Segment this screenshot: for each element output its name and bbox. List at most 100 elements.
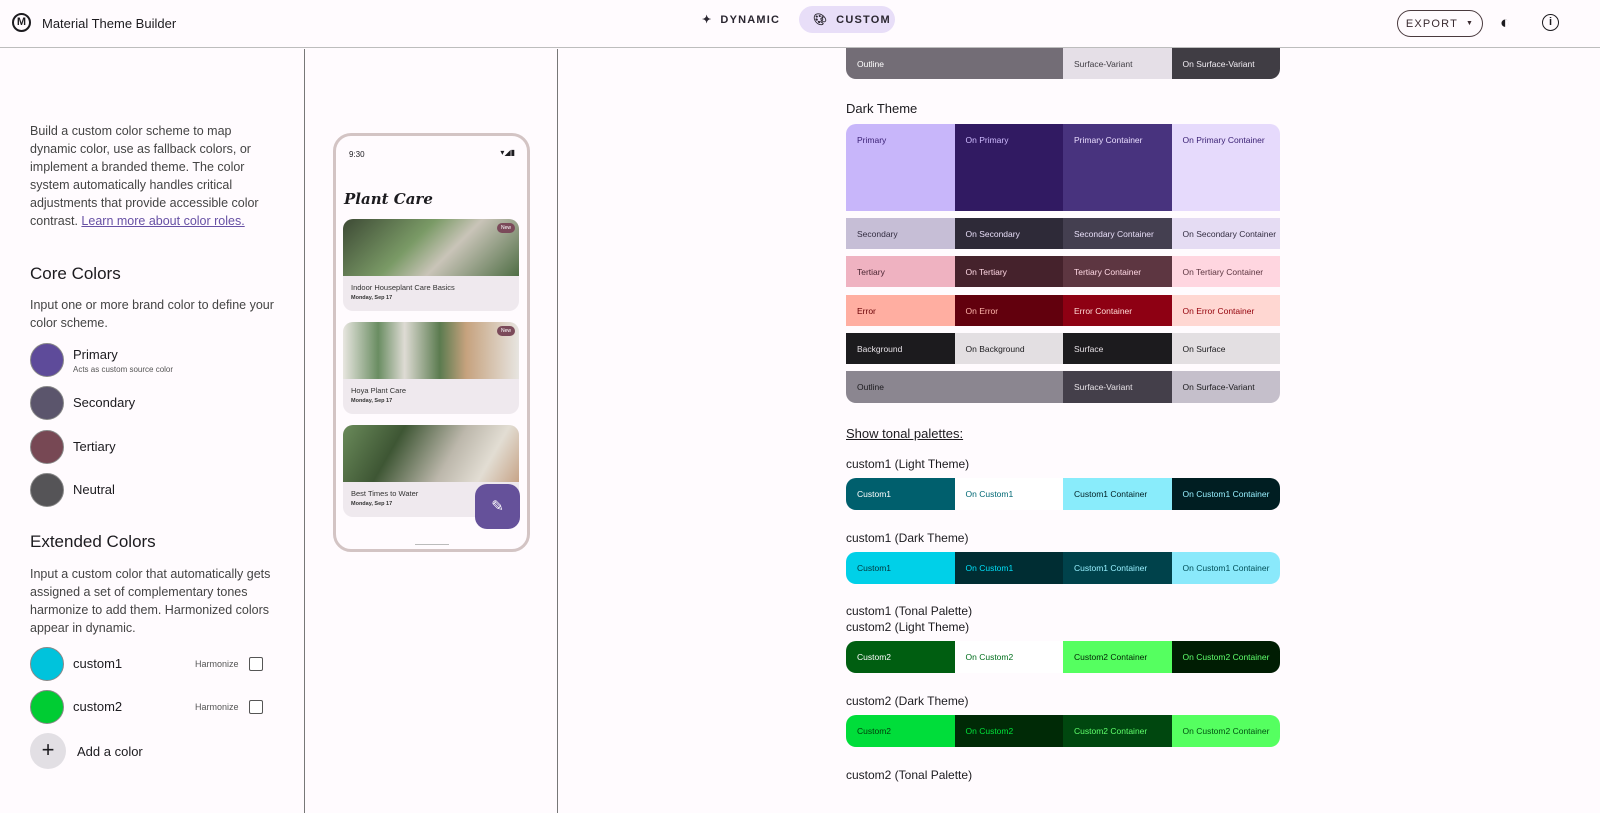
color-role-surface-variant[interactable]: Surface-Variant bbox=[1063, 371, 1172, 403]
color-role-custom1-container[interactable]: Custom1 Container bbox=[1063, 552, 1172, 584]
color-role-outline[interactable]: Outline bbox=[846, 48, 1063, 79]
color-swatch-tertiary[interactable] bbox=[30, 430, 64, 464]
color-role-surface-variant[interactable]: Surface-Variant bbox=[1063, 48, 1172, 79]
extended-colors-heading: Extended Colors bbox=[30, 532, 156, 551]
add-color-label[interactable]: Add a color bbox=[77, 744, 143, 759]
color-role-on-custom1-container[interactable]: On Custom1 Container bbox=[1171, 552, 1280, 584]
color-role-secondary-container[interactable]: Secondary Container bbox=[1063, 218, 1172, 249]
card-title: Hoya Plant Care bbox=[351, 386, 407, 395]
material-logo-icon[interactable]: M bbox=[12, 13, 31, 32]
extended-color-heading: custom2 (Tonal Palette) bbox=[846, 768, 973, 782]
dark-scheme-row: Tertiary On Tertiary Tertiary Container On … bbox=[846, 256, 1280, 287]
color-role-on-tertiary[interactable]: On Tertiary bbox=[954, 256, 1063, 287]
color-role-outline[interactable]: Outline bbox=[846, 371, 1063, 403]
color-role-primary-container[interactable]: Primary Container bbox=[1063, 124, 1172, 211]
extended-color-heading: custom1 (Tonal Palette) bbox=[846, 604, 973, 618]
color-role-on-background[interactable]: On Background bbox=[954, 333, 1063, 364]
harmonize-label: Harmonize bbox=[195, 659, 239, 669]
color-role-custom2[interactable]: Custom2 bbox=[846, 715, 955, 747]
color-role-on-secondary[interactable]: On Secondary bbox=[954, 218, 1063, 249]
intro-body: Build a custom color scheme to map dynam… bbox=[30, 124, 259, 228]
color-subtitle: Acts as custom source color bbox=[73, 365, 174, 374]
color-name: Secondary bbox=[73, 395, 136, 410]
color-role-tertiary[interactable]: Tertiary bbox=[846, 256, 955, 287]
palette-icon: 🎨︎ bbox=[813, 14, 829, 26]
dark-theme-heading: Dark Theme bbox=[846, 101, 918, 116]
color-role-on-custom1-container[interactable]: On Custom1 Container bbox=[1171, 478, 1280, 510]
export-button[interactable]: EXPORT ▼ bbox=[1397, 10, 1483, 37]
app-title: Material Theme Builder bbox=[42, 16, 177, 31]
color-role-on-tertiary-container[interactable]: On Tertiary Container bbox=[1171, 256, 1280, 287]
color-role-custom2[interactable]: Custom2 bbox=[846, 641, 955, 673]
app-preview-title: Plant Care bbox=[344, 190, 433, 208]
extended-color-row: Custom1 On Custom1 Custom1 Container On Cus… bbox=[846, 552, 1280, 584]
color-role-on-custom2-container[interactable]: On Custom2 Container bbox=[1171, 715, 1280, 747]
color-role-custom2-container[interactable]: Custom2 Container bbox=[1063, 641, 1172, 673]
color-role-error[interactable]: Error bbox=[846, 295, 955, 326]
intro-text: Build a custom color scheme to map dynam… bbox=[30, 122, 280, 230]
color-role-on-custom1[interactable]: On Custom1 bbox=[954, 552, 1063, 584]
harmonize-label: Harmonize bbox=[195, 702, 239, 712]
light-outline-row: Outline Surface-Variant On Surface-Variant bbox=[846, 48, 1280, 79]
add-color-button[interactable]: + bbox=[30, 733, 66, 769]
color-swatch-custom2[interactable] bbox=[30, 690, 64, 724]
harmonize-checkbox[interactable] bbox=[249, 700, 263, 714]
caret-down-icon: ▼ bbox=[1466, 20, 1475, 27]
card-date: Monday, Sep 17 bbox=[351, 501, 393, 507]
show-tonal-palettes-link[interactable]: Show tonal palettes: bbox=[846, 426, 964, 441]
card-title: Indoor Houseplant Care Basics bbox=[351, 283, 455, 292]
color-swatch-neutral[interactable] bbox=[30, 473, 64, 507]
color-role-on-surface-variant[interactable]: On Surface-Variant bbox=[1171, 48, 1280, 79]
color-role-custom2-container[interactable]: Custom2 Container bbox=[1063, 715, 1172, 747]
color-role-custom1-container[interactable]: Custom1 Container bbox=[1063, 478, 1172, 510]
color-role-secondary[interactable]: Secondary bbox=[846, 218, 955, 249]
color-role-on-error-container[interactable]: On Error Container bbox=[1171, 295, 1280, 326]
color-role-on-custom2-container[interactable]: On Custom2 Container bbox=[1171, 641, 1280, 673]
color-name: Neutral bbox=[73, 482, 115, 497]
dynamic-mode-button[interactable]: ✦ DYNAMIC bbox=[688, 6, 794, 33]
extended-color-heading: custom1 (Dark Theme) bbox=[846, 531, 969, 545]
color-role-on-primary-container[interactable]: On Primary Container bbox=[1171, 124, 1280, 211]
article-card[interactable]: New Indoor Houseplant Care Basics Monday, … bbox=[343, 219, 519, 311]
color-swatch-secondary[interactable] bbox=[30, 386, 64, 420]
extended-colors-desc: Input a custom color that automatically … bbox=[30, 567, 271, 635]
color-role-on-error[interactable]: On Error bbox=[954, 295, 1063, 326]
article-card[interactable]: New Hoya Plant Care Monday, Sep 17 bbox=[343, 322, 519, 414]
color-role-on-custom2[interactable]: On Custom2 bbox=[954, 715, 1063, 747]
color-role-on-surface[interactable]: On Surface bbox=[1171, 333, 1280, 364]
harmonize-checkbox[interactable] bbox=[249, 657, 263, 671]
extended-color-heading: custom1 (Light Theme) bbox=[846, 457, 970, 471]
color-role-background[interactable]: Background bbox=[846, 333, 955, 364]
color-role-tertiary-container[interactable]: Tertiary Container bbox=[1063, 256, 1172, 287]
color-role-on-custom1[interactable]: On Custom1 bbox=[954, 478, 1063, 510]
card-image bbox=[343, 219, 519, 276]
color-swatch-primary[interactable] bbox=[30, 343, 64, 377]
color-role-on-primary[interactable]: On Primary bbox=[954, 124, 1063, 211]
color-role-custom1[interactable]: Custom1 bbox=[846, 552, 955, 584]
preview-panel bbox=[305, 49, 558, 813]
color-role-primary[interactable]: Primary bbox=[846, 124, 955, 211]
color-role-surface[interactable]: Surface bbox=[1063, 333, 1172, 364]
dark-scheme-row: Outline Surface-Variant On Surface-Variant bbox=[846, 371, 1280, 403]
card-date: Monday, Sep 17 bbox=[351, 295, 393, 301]
card-image bbox=[343, 425, 519, 482]
status-icons: ▾◢▮ bbox=[500, 148, 515, 157]
learn-more-link[interactable]: Learn more about color roles. bbox=[81, 214, 245, 228]
color-name: Tertiary bbox=[73, 439, 116, 454]
color-role-on-secondary-container[interactable]: On Secondary Container bbox=[1171, 218, 1280, 249]
color-role-error-container[interactable]: Error Container bbox=[1063, 295, 1172, 326]
extended-color-row: Custom1 On Custom1 Custom1 Container On Cus… bbox=[846, 478, 1280, 510]
info-icon[interactable]: i bbox=[1542, 14, 1559, 31]
core-colors-desc: Input one or more brand color to define … bbox=[30, 298, 274, 330]
color-role-on-custom2[interactable]: On Custom2 bbox=[954, 641, 1063, 673]
color-role-custom1[interactable]: Custom1 bbox=[846, 478, 955, 510]
dark-scheme-row: Secondary On Secondary Secondary Container… bbox=[846, 218, 1280, 249]
edit-fab[interactable]: ✎ bbox=[475, 484, 520, 529]
color-swatch-custom1[interactable] bbox=[30, 647, 64, 681]
brightness-icon[interactable]: ◐ bbox=[1500, 13, 1511, 32]
card-title: Best Times to Water bbox=[351, 489, 419, 498]
color-name[interactable]: custom1 bbox=[73, 656, 123, 671]
color-role-on-surface-variant[interactable]: On Surface-Variant bbox=[1171, 371, 1280, 403]
custom-mode-button[interactable]: 🎨︎ CUSTOM bbox=[799, 6, 895, 33]
color-name[interactable]: custom2 bbox=[73, 699, 123, 714]
